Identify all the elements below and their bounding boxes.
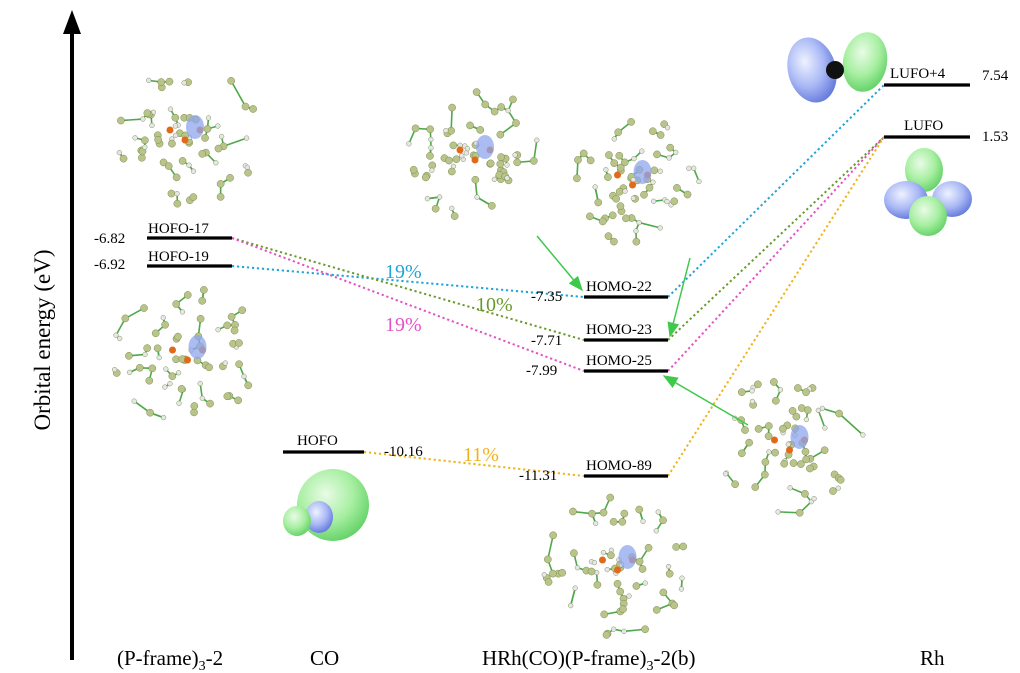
complex-molecule-3	[722, 378, 866, 517]
homo22-energy: -7.35	[531, 289, 562, 305]
homo89-energy: -11.31	[519, 468, 557, 484]
molecule-structures	[112, 77, 866, 639]
lufo-label: LUFO	[904, 118, 943, 134]
pframe-molecule-bottom	[112, 286, 253, 421]
co-hofo-isosurface	[283, 469, 369, 541]
hofo17-energy: -6.82	[94, 231, 125, 247]
homo25-label: HOMO-25	[586, 353, 652, 369]
complex-molecule-1	[406, 88, 540, 220]
energy-levels	[147, 83, 970, 478]
contribution-pink: 19%	[385, 314, 422, 336]
axis-label: Orbital energy (eV)	[30, 250, 55, 431]
hofo19-label: HOFO-19	[148, 249, 209, 265]
homo89-label: HOMO-89	[586, 458, 652, 474]
rh-lufo4-isosurface	[787, 32, 888, 103]
homo23-energy: -7.71	[531, 333, 562, 349]
pframe-molecule-top	[116, 77, 257, 208]
contribution-green: 10%	[476, 294, 513, 316]
energy-axis	[63, 10, 81, 660]
column-co: CO	[310, 646, 339, 670]
green-connector-2	[667, 136, 885, 341]
column-labels: (P-frame)3-2 CO HRh(CO)(P-frame)3-2(b) R…	[117, 646, 945, 673]
blue-connector-1	[231, 265, 585, 298]
hofo-co-energy: -10.16	[384, 444, 423, 460]
homo25-energy: -7.99	[526, 363, 557, 379]
column-rh: Rh	[920, 646, 945, 670]
complex-molecule-4	[541, 493, 687, 639]
complex-molecule-2	[573, 118, 702, 246]
column-complex: HRh(CO)(P-frame)3-2(b)	[482, 646, 695, 673]
orange-connector-2	[667, 136, 885, 477]
contribution-labels: 19% 10% 19% 11%	[385, 261, 513, 466]
lufo4-energy: 7.54	[982, 68, 1009, 84]
hofo17-label: HOFO-17	[148, 221, 209, 237]
homo22-label: HOMO-22	[586, 279, 652, 295]
pointer-arrows	[536, 235, 749, 426]
homo23-label: HOMO-23	[586, 322, 652, 338]
rh-lufo-isosurface	[884, 148, 972, 236]
connectors	[231, 84, 885, 477]
hofo19-energy: -6.92	[94, 257, 125, 273]
orange-connector-1	[363, 451, 585, 477]
level-labels: HOFO-17 -6.82 HOFO-19 -6.92 HOFO -10.16 …	[94, 66, 1009, 484]
hofo-co-label: HOFO	[297, 433, 338, 449]
green-connector-1	[231, 237, 585, 341]
pink-connector-2	[667, 136, 885, 372]
contribution-blue: 19%	[385, 261, 422, 283]
column-pframe: (P-frame)3-2	[117, 646, 223, 673]
blue-connector-2	[667, 84, 885, 298]
lufo4-label: LUFO+4	[890, 66, 946, 82]
contribution-orange: 11%	[463, 444, 499, 466]
lufo-energy: 1.53	[982, 129, 1008, 145]
